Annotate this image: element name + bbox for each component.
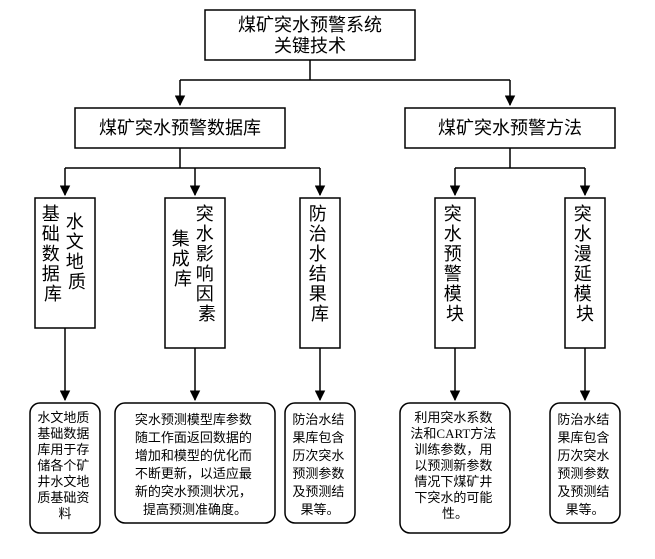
leaf-n2-col2: 突 水 影 响 因 素	[196, 204, 219, 324]
desc-d4-text: 利用突水系数 法和CART方法 训练参数，用 以预测新参数 情况下煤矿井 下突水…	[410, 410, 499, 521]
leaf-n1-col2: 水 文 地 质	[66, 212, 89, 292]
leaf-n3-col1: 防 治 水 结 果 库	[309, 204, 332, 324]
leaf-n2-col1: 集 成 库	[172, 229, 195, 289]
leaf-n1-col1: 基 础 数 据 库	[42, 204, 65, 304]
l2-right-label: 煤矿突水预警方法	[438, 118, 582, 138]
root-line2: 关键技术	[274, 36, 346, 56]
desc-d1-text: 水文地质 基础数据 库用于存 储各个矿 井水文地 质基础资 料	[37, 410, 92, 521]
l2-left-label: 煤矿突水预警数据库	[99, 118, 261, 138]
leaf-n5-col1: 突 水 漫 延 模 块	[574, 204, 597, 324]
leaf-n4-col1: 突 水 预 警 模 块	[444, 204, 467, 324]
root-line1: 煤矿突水预警系统	[238, 15, 382, 35]
